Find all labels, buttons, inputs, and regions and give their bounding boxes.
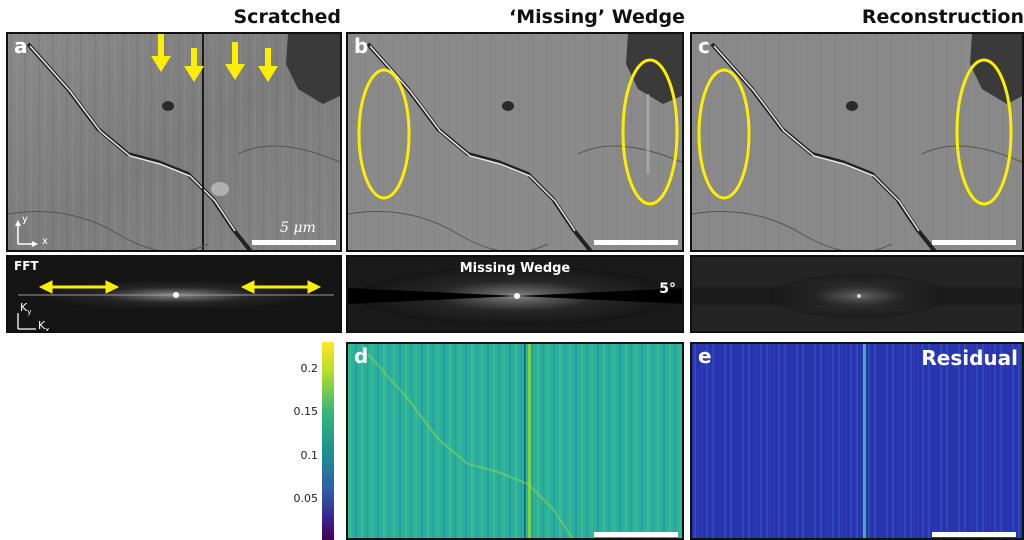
residual-label: Residual bbox=[921, 346, 1018, 370]
scale-bar-label: 5 μm bbox=[280, 220, 316, 236]
panel-label-a: a bbox=[14, 34, 28, 58]
scale-bar bbox=[932, 532, 1016, 537]
panel-c-reconstruction-image: c bbox=[690, 32, 1024, 252]
scratch-arrow-icon bbox=[151, 34, 278, 82]
scale-bar bbox=[594, 240, 678, 245]
panel-d-difference-map: d bbox=[346, 342, 684, 540]
colorbar-tick-0.1: 0.1 bbox=[300, 449, 319, 462]
column-title-reconstruction: Reconstruction bbox=[861, 6, 1024, 28]
axis-x-label: x bbox=[42, 236, 48, 247]
panel-label-b: b bbox=[354, 34, 369, 58]
double-arrow-icon bbox=[38, 280, 322, 294]
panel-label-d: d bbox=[354, 344, 369, 368]
highlight-ellipse-right bbox=[621, 58, 679, 206]
scale-bar bbox=[594, 532, 678, 537]
scale-bar bbox=[252, 240, 336, 245]
panel-b-missing-wedge-image: b bbox=[346, 32, 684, 252]
scale-bar bbox=[932, 240, 1016, 245]
panel-a-scratched-image: a y x 5 μm bbox=[6, 32, 342, 252]
colorbar-tick-0.2: 0.2 bbox=[300, 362, 319, 375]
fft-panel-missing-wedge: Missing Wedge 5° bbox=[346, 255, 684, 333]
highlight-ellipse-left bbox=[697, 68, 751, 200]
column-title-scratched: Scratched bbox=[233, 6, 342, 28]
panel-label-c: c bbox=[698, 34, 710, 58]
fft-panel-reconstruction bbox=[690, 255, 1024, 333]
highlight-ellipse-right bbox=[955, 58, 1013, 206]
wedge-angle-label: 5° bbox=[659, 281, 676, 297]
panel-e-residual-map: e Residual bbox=[690, 342, 1024, 540]
panel-label-e: e bbox=[698, 344, 712, 368]
fft-kx-label: Kx bbox=[38, 319, 50, 333]
missing-wedge-label: Missing Wedge bbox=[459, 261, 571, 276]
column-title-missing-wedge: ‘Missing’ Wedge bbox=[509, 6, 685, 28]
axis-icon bbox=[15, 220, 38, 247]
fft-ky-label: Ky bbox=[20, 301, 32, 317]
fft-label: FFT bbox=[14, 259, 39, 273]
fft-panel-scratched: FFT Ky Kx bbox=[6, 255, 342, 333]
colorbar-tick-0.05: 0.05 bbox=[293, 492, 319, 505]
colorbar bbox=[322, 342, 334, 540]
highlight-ellipse-left bbox=[357, 68, 411, 200]
colorbar-tick-0.15: 0.15 bbox=[293, 405, 319, 418]
axis-y-label: y bbox=[22, 214, 28, 225]
